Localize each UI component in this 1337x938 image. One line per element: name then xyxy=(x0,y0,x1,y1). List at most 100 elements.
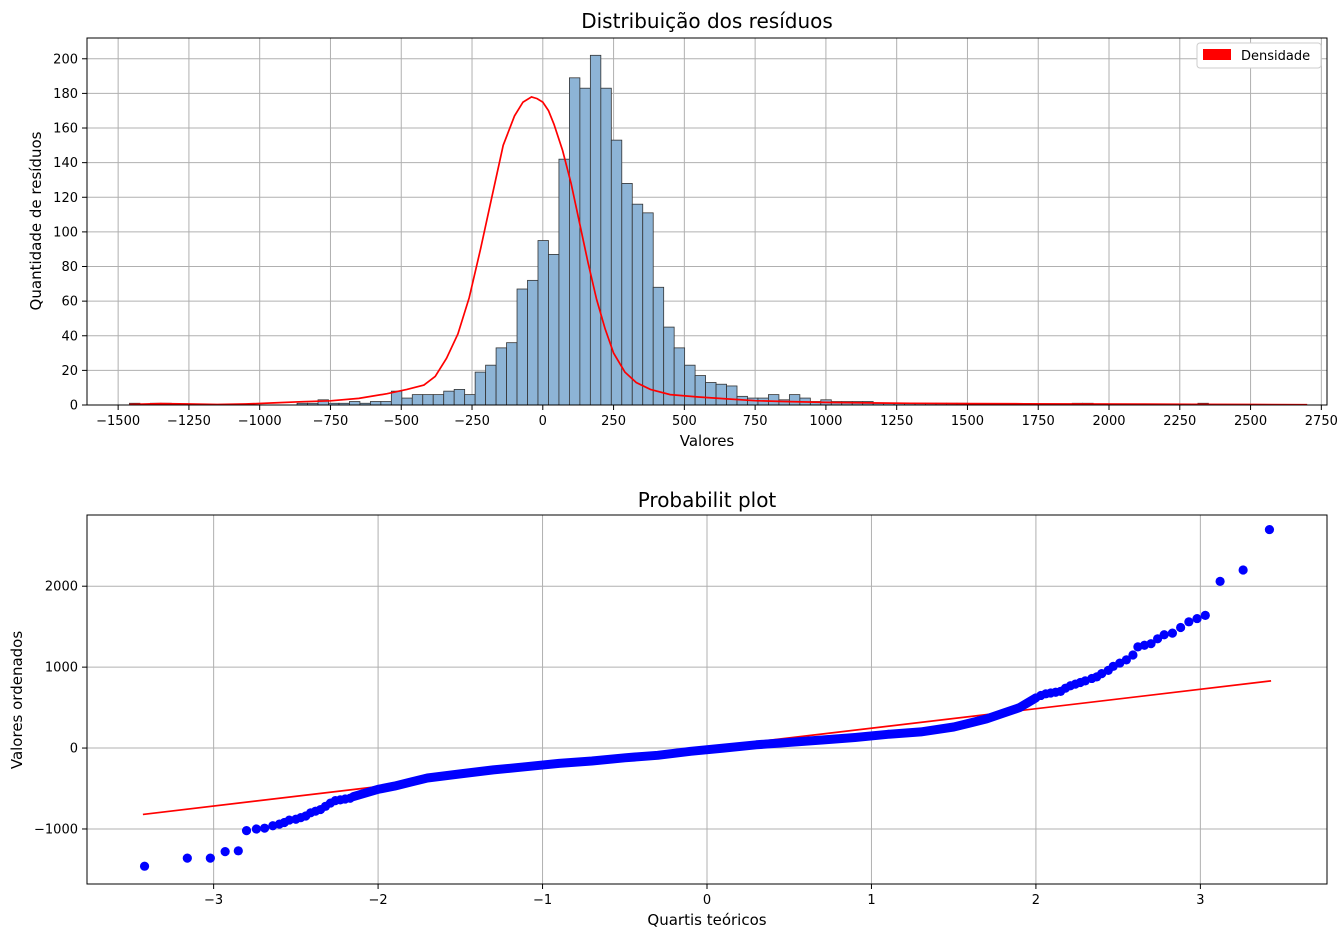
sample-point xyxy=(260,823,270,833)
sample-point xyxy=(1128,650,1138,660)
sample-point xyxy=(345,793,355,803)
histogram-frame xyxy=(86,37,1328,406)
histogram-bar xyxy=(621,183,633,406)
probability-x-ticks: −3 −2 −1 0 1 2 3 xyxy=(204,884,1205,908)
legend-swatch xyxy=(1203,49,1231,60)
sample-point xyxy=(251,824,261,834)
density-curve xyxy=(129,95,1308,406)
sample-point xyxy=(1167,628,1178,638)
histogram-bar xyxy=(453,389,466,406)
x-tick-label: −1 xyxy=(533,893,552,908)
sample-point xyxy=(1184,617,1194,627)
y-tick-label: 0 xyxy=(70,399,78,414)
y-tick-label: 20 xyxy=(61,364,78,379)
x-tick-label: −1000 xyxy=(238,414,282,429)
histogram-bar xyxy=(768,394,780,406)
sample-point xyxy=(205,853,215,863)
sample-point xyxy=(233,846,243,856)
x-tick-label: 250 xyxy=(601,414,626,429)
histogram-bar xyxy=(569,77,581,406)
histogram-bar xyxy=(527,279,539,406)
x-tick-label: 2750 xyxy=(1305,414,1337,429)
histogram-bar xyxy=(600,87,612,406)
x-tick-label: 3 xyxy=(1196,893,1204,908)
x-tick-label: −250 xyxy=(454,414,490,429)
histogram-bar xyxy=(642,212,654,406)
histogram-bar xyxy=(788,394,801,406)
x-tick-label: −500 xyxy=(383,414,419,429)
y-tick-label: −1000 xyxy=(34,822,78,837)
sample-point xyxy=(220,847,230,857)
legend-label: Densidade xyxy=(1241,49,1310,64)
histogram-bars xyxy=(129,54,1209,406)
histogram-bar xyxy=(516,288,528,406)
y-tick-label: 40 xyxy=(61,329,78,344)
x-tick-label: −750 xyxy=(313,414,349,429)
histogram-bar xyxy=(652,286,665,406)
probability-plot-chart: Probabilit plot −3 −2 −1 0 1 2 3 −1000 0 1000 200… xyxy=(8,488,1328,929)
histogram-bar xyxy=(369,401,382,406)
sample-point xyxy=(1176,622,1186,633)
x-tick-label: −2 xyxy=(369,893,388,908)
histogram-bar xyxy=(464,394,476,406)
y-tick-label: 60 xyxy=(61,295,78,310)
y-tick-label: 0 xyxy=(70,742,78,757)
x-tick-label: 750 xyxy=(743,414,768,429)
histogram-grid xyxy=(87,38,1327,406)
sample-point xyxy=(1159,630,1169,640)
sample-point xyxy=(1238,565,1248,575)
histogram-y-label: Quantidade de resíduos xyxy=(27,131,45,310)
y-tick-label: 100 xyxy=(53,225,78,240)
x-tick-label: 1 xyxy=(867,893,875,908)
x-tick-label: 2000 xyxy=(1092,414,1125,429)
x-tick-label: 1000 xyxy=(809,414,842,429)
histogram-bar xyxy=(380,401,392,406)
sample-point xyxy=(1121,655,1131,665)
histogram-bar xyxy=(422,394,434,406)
histogram-chart: Distribuição dos resíduos −1500 −1250 −100… xyxy=(27,9,1337,450)
x-tick-label: 1750 xyxy=(1022,414,1055,429)
probability-plot-title: Probabilit plot xyxy=(638,488,777,512)
histogram-x-ticks: −1500 −1250 −1000 −750 −500 −250 0 250 500 750 100… xyxy=(96,405,1337,429)
histogram-bar xyxy=(432,394,445,406)
sample-point xyxy=(1146,639,1156,649)
probability-y-label: Valores ordenados xyxy=(8,631,26,770)
x-tick-label: 500 xyxy=(672,414,697,429)
sample-point xyxy=(1264,524,1275,535)
histogram-bar xyxy=(401,397,413,406)
x-tick-label: 0 xyxy=(703,893,711,908)
sample-body-band xyxy=(348,693,1041,802)
y-tick-label: 160 xyxy=(53,122,78,137)
y-tick-label: 1000 xyxy=(45,661,78,676)
histogram-bar xyxy=(694,375,706,406)
x-tick-label: −1250 xyxy=(167,414,211,429)
probability-x-label: Quartis teóricos xyxy=(647,911,766,929)
y-tick-label: 140 xyxy=(53,156,78,171)
x-tick-label: 1500 xyxy=(951,414,984,429)
y-tick-label: 120 xyxy=(53,191,78,206)
histogram-bar xyxy=(715,383,727,406)
x-tick-label: 0 xyxy=(539,414,547,429)
histogram-bar xyxy=(558,158,570,406)
sample-point xyxy=(241,825,252,836)
histogram-x-label: Valores xyxy=(680,432,735,450)
legend: Densidade xyxy=(1196,42,1322,69)
histogram-bar xyxy=(485,364,497,406)
histogram-bar xyxy=(506,342,518,406)
x-tick-label: 1250 xyxy=(880,414,913,429)
sample-point xyxy=(1215,576,1225,586)
histogram-bar xyxy=(411,394,424,406)
histogram-bar xyxy=(726,385,738,406)
histogram-bar xyxy=(474,371,487,406)
y-tick-label: 80 xyxy=(61,260,78,275)
x-tick-label: 2250 xyxy=(1163,414,1196,429)
histogram-bar xyxy=(684,364,696,406)
histogram-title: Distribuição dos resíduos xyxy=(581,9,833,33)
histogram-bar xyxy=(705,382,717,406)
sample-point xyxy=(139,861,150,871)
y-tick-label: 180 xyxy=(53,87,78,102)
histogram-y-ticks: 0 20 40 60 80 100 120 140 160 180 200 xyxy=(53,52,87,414)
histogram-bar xyxy=(495,347,507,406)
sample-point xyxy=(182,853,192,863)
histogram-bar xyxy=(548,253,560,406)
